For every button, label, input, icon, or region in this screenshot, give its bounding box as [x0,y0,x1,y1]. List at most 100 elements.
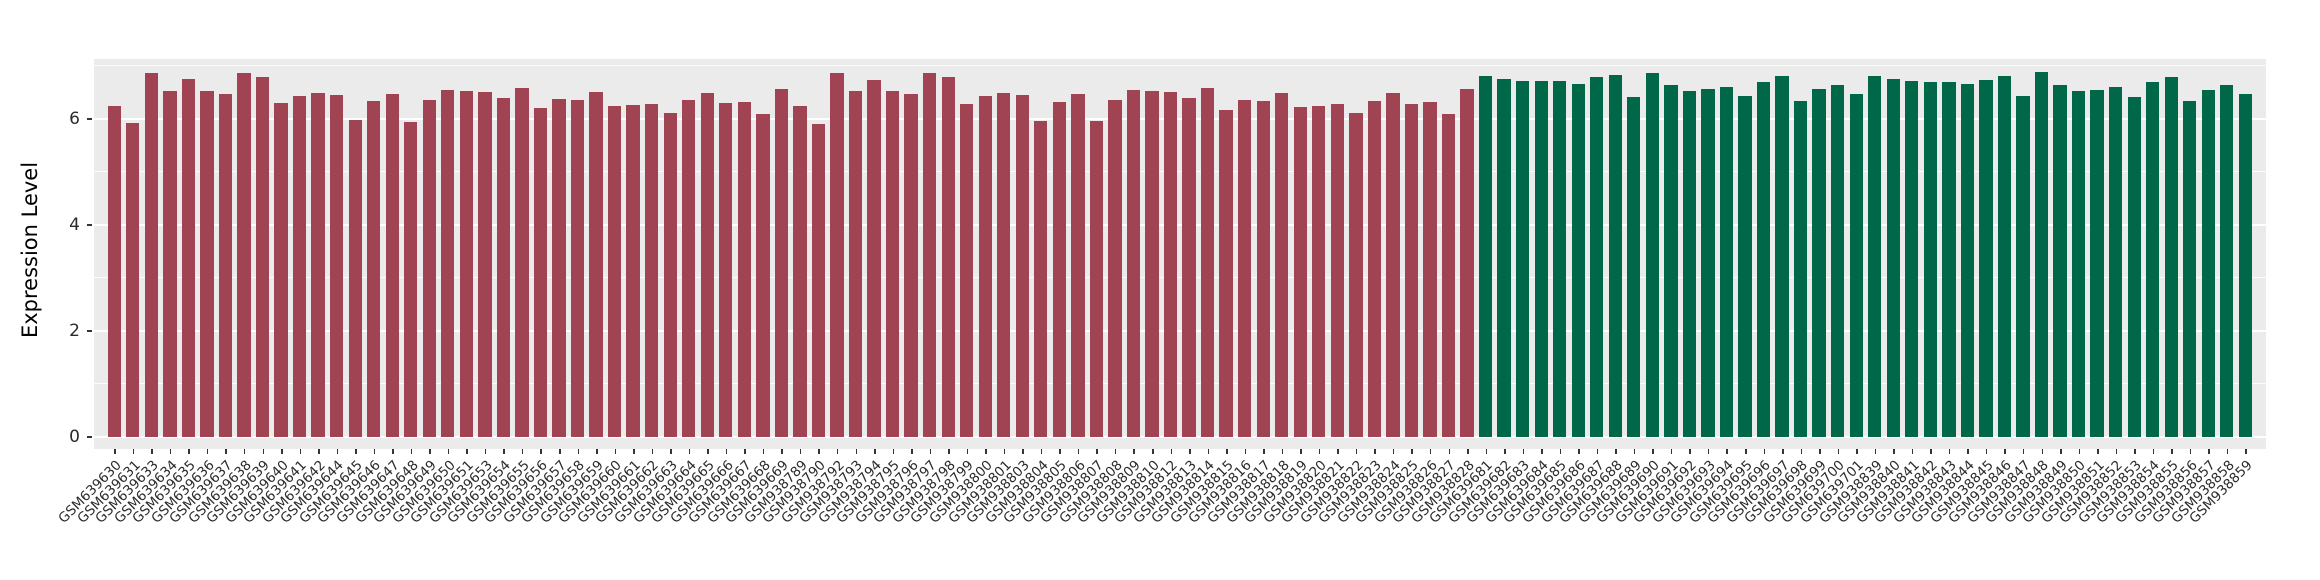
bar-cell: GSM938826 [1371,59,1441,527]
x-tick-mark [1652,449,1654,454]
x-tick-mark [2078,449,2081,454]
bar-cell: GSM639683 [1464,59,1533,527]
bar-cell: GSM639700 [1779,59,1848,527]
x-tick-mark [781,449,783,454]
bar-cell: GSM938812 [1112,59,1181,527]
bar [1163,91,1178,437]
x-tick-mark [1615,449,1617,454]
x-tick-mark [206,449,209,454]
bar-cell: GSM938798 [889,59,959,527]
bar [1979,80,1993,437]
bar-cell: GSM938805 [1001,59,1070,527]
x-tick-mark [707,449,709,454]
x-tick-mark [1930,449,1932,454]
bar [1404,103,1419,437]
bar [348,120,362,437]
x-tick-mark [336,449,339,454]
x-tick-mark [373,449,376,454]
bar-cell: GSM639692 [1631,59,1700,527]
bar-cell: GSM938799 [908,59,977,527]
bar [200,90,214,437]
bar-cell: GSM639689 [1575,59,1644,527]
x-tick-mark [281,449,283,454]
bar-cell: GSM639636 [148,59,218,527]
bar [682,99,696,437]
bar [1756,82,1771,437]
x-tick-mark [1392,449,1395,454]
bar-cell: GSM938792 [778,59,848,527]
bar-cell: GSM639648 [352,59,421,527]
bar [1886,78,1900,437]
x-tick-mark [2041,449,2044,454]
bar-cell: GSM639660 [556,59,625,527]
bar-cell: GSM639631 [74,59,143,527]
bar-cell: GSM938856 [2131,59,2200,527]
bar [2238,94,2253,437]
x-tick-mark [410,449,413,454]
bar-cell: GSM938844 [1909,59,1978,527]
bar-cell: GSM639638 [185,59,255,527]
bar [960,103,974,437]
bar-cell: GSM938820 [1260,59,1329,527]
bar [1071,93,1085,437]
bar-cell: GSM639658 [519,59,588,527]
bar [292,96,307,437]
x-tick-mark [1726,449,1728,454]
x-tick-mark [1745,449,1747,454]
bar [1682,90,1697,437]
x-tick-mark [2245,449,2247,454]
y-tick-label: 4 [69,215,80,235]
bar [793,105,807,437]
x-tick-mark [1207,449,1210,454]
bar [107,105,121,437]
bar-cell: GSM938851 [2038,59,2108,527]
bar [496,97,511,437]
x-tick-mark [1040,449,1043,454]
bar [1330,104,1344,437]
x-tick-mark [262,449,265,454]
bar-cell: GSM938800 [926,59,996,527]
bar [1831,85,1845,437]
bar-cell: GSM938795 [834,59,903,527]
x-tick-mark [1244,449,1247,454]
x-tick-mark [1429,449,1432,454]
bar-cell: GSM639697 [1723,59,1793,527]
bar-cell: GSM938828 [1408,59,1478,527]
x-tick-mark [2004,449,2006,454]
bar-cell: GSM639699 [1760,59,1830,527]
bar-cell: GSM938840 [1834,59,1904,527]
x-tick-mark [1355,449,1358,454]
bar [719,103,733,437]
bar-cell: GSM938790 [760,59,829,527]
bar [1849,93,1863,437]
bar-cell: GSM639633 [92,59,162,527]
x-tick-mark [688,449,691,454]
x-tick-mark [1800,449,1803,454]
bar-cell: GSM639637 [167,59,236,527]
bar-cell: GSM938797 [871,59,940,527]
bar-cell: GSM938793 [797,59,866,527]
bar [922,73,937,437]
bar [1553,81,1567,437]
bar [997,93,1011,437]
bar [126,122,140,437]
bar [774,88,789,437]
bar-cell: GSM639668 [704,59,773,527]
y-tick-mark [87,330,92,332]
bar [1108,99,1122,437]
x-tick-mark [318,449,320,454]
x-tick-mark [1170,449,1173,454]
bar-cell: GSM938819 [1241,59,1311,527]
bar-cell: GSM639665 [648,59,718,527]
x-tick-mark [1022,449,1024,454]
x-tick-mark [1448,449,1451,454]
bar [2127,96,2141,437]
bars-container: GSM639630 GSM639631 GSM639633 GSM639634 GSM6… [55,59,2266,527]
bar-cell: GSM938796 [852,59,922,527]
bar [645,103,659,437]
bar-cell: GSM639642 [259,59,329,527]
bar [441,89,455,437]
bar [1219,110,1233,437]
bar [515,87,529,437]
bar [2183,100,2197,437]
